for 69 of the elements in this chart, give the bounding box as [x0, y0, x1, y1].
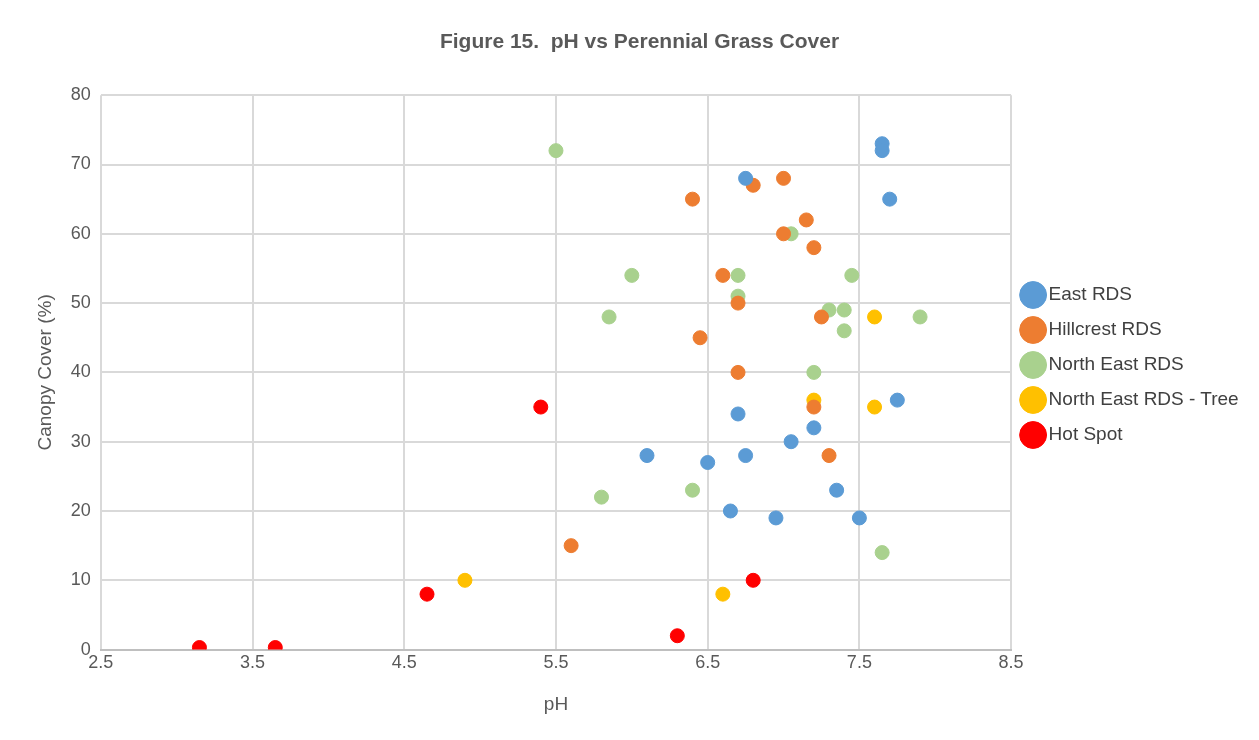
y-tick-label: 70	[70, 153, 91, 174]
x-tick-label: 5.5	[543, 652, 569, 673]
x-tick-label: 6.5	[695, 652, 721, 673]
point	[783, 434, 799, 450]
point	[722, 503, 738, 519]
point	[806, 420, 822, 436]
point	[806, 240, 822, 256]
point	[563, 538, 579, 554]
point	[867, 309, 883, 325]
point	[457, 572, 473, 588]
legend-label: North East RDS	[1048, 353, 1184, 375]
point	[889, 392, 905, 408]
point	[685, 191, 700, 207]
point	[730, 267, 746, 283]
legend-label: North East RDS - Tree	[1048, 388, 1239, 410]
point	[776, 170, 792, 186]
point	[813, 309, 829, 325]
y-tick-label: 10	[70, 569, 91, 590]
point	[624, 267, 640, 283]
point	[639, 448, 655, 464]
y-tick-label: 40	[70, 361, 91, 382]
x-tick-label: 3.5	[240, 652, 266, 673]
point	[715, 586, 731, 602]
point	[738, 170, 754, 186]
point	[768, 510, 784, 526]
point	[533, 399, 549, 415]
point	[685, 482, 700, 498]
point	[745, 572, 761, 588]
point	[836, 323, 852, 339]
point	[829, 482, 845, 498]
point	[882, 191, 898, 207]
x-tick-label: 8.5	[998, 652, 1024, 673]
point	[700, 454, 716, 470]
point	[821, 448, 837, 464]
y-tick-label: 30	[70, 430, 91, 451]
point	[806, 364, 822, 380]
point	[867, 399, 883, 415]
point	[776, 226, 792, 242]
x-tick-label: 2.5	[88, 652, 114, 673]
y-tick-label: 50	[70, 292, 91, 313]
legend-label: Hillcrest RDS	[1048, 318, 1162, 340]
point	[738, 448, 754, 464]
point	[912, 309, 928, 325]
point	[601, 309, 617, 325]
point	[692, 330, 708, 346]
legend-label: East RDS	[1048, 283, 1133, 305]
point	[730, 295, 746, 311]
point	[806, 399, 822, 415]
point	[851, 510, 867, 526]
point	[730, 364, 746, 380]
point	[798, 212, 814, 228]
y-axis-title: Canopy Cover (%)	[33, 294, 55, 451]
point	[593, 489, 609, 505]
x-tick-label: 7.5	[846, 652, 872, 673]
y-tick-label: 60	[70, 222, 91, 243]
point	[836, 302, 852, 318]
point	[419, 586, 435, 602]
y-tick-label: 20	[70, 499, 91, 520]
point	[844, 267, 860, 283]
x-tick-label: 4.5	[391, 652, 417, 673]
chart-title: Figure 15. pH vs Perennial Grass Cover	[439, 29, 840, 53]
point	[715, 267, 731, 283]
point	[874, 545, 890, 561]
point	[669, 628, 685, 644]
point	[548, 143, 564, 159]
y-tick-label: 80	[70, 84, 91, 105]
x-axis-title: pH	[543, 692, 569, 714]
point	[730, 406, 746, 422]
legend-label: Hot Spot	[1048, 423, 1124, 445]
